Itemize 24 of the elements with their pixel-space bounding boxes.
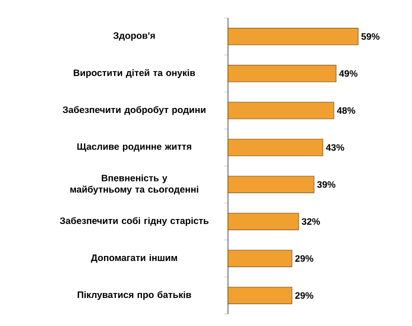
y-tick-label: Виростити дітей та онуків: [74, 69, 196, 78]
y-tick-label: Допомагати іншим: [90, 254, 178, 263]
bar: [228, 176, 314, 194]
data-label: 29%: [295, 292, 314, 299]
bar: [228, 64, 336, 82]
bar: [228, 286, 292, 304]
y-tick-label: Забезпечити добробут родини: [62, 106, 206, 115]
bar: [228, 102, 334, 120]
bar: [228, 28, 358, 46]
data-label: 59%: [361, 33, 380, 40]
data-label: 49%: [339, 70, 358, 77]
y-tick-label: Впевненість у майбутньому та сьогоденні: [70, 174, 198, 195]
y-tick-label: Здоров'я: [113, 32, 155, 41]
bar: [228, 212, 299, 230]
y-tick-label: Піклуватися про батьків: [78, 291, 192, 300]
bar: [228, 138, 324, 156]
y-tick-label: Забезпечити собі гідну старість: [60, 217, 209, 226]
data-label: 29%: [295, 255, 314, 262]
bar: [228, 250, 292, 268]
data-label: 32%: [302, 218, 320, 225]
data-label: 48%: [336, 107, 356, 114]
data-label: 43%: [326, 144, 344, 151]
y-tick-label: Щасливе родинне життя: [77, 143, 192, 152]
data-label: 39%: [317, 181, 336, 188]
